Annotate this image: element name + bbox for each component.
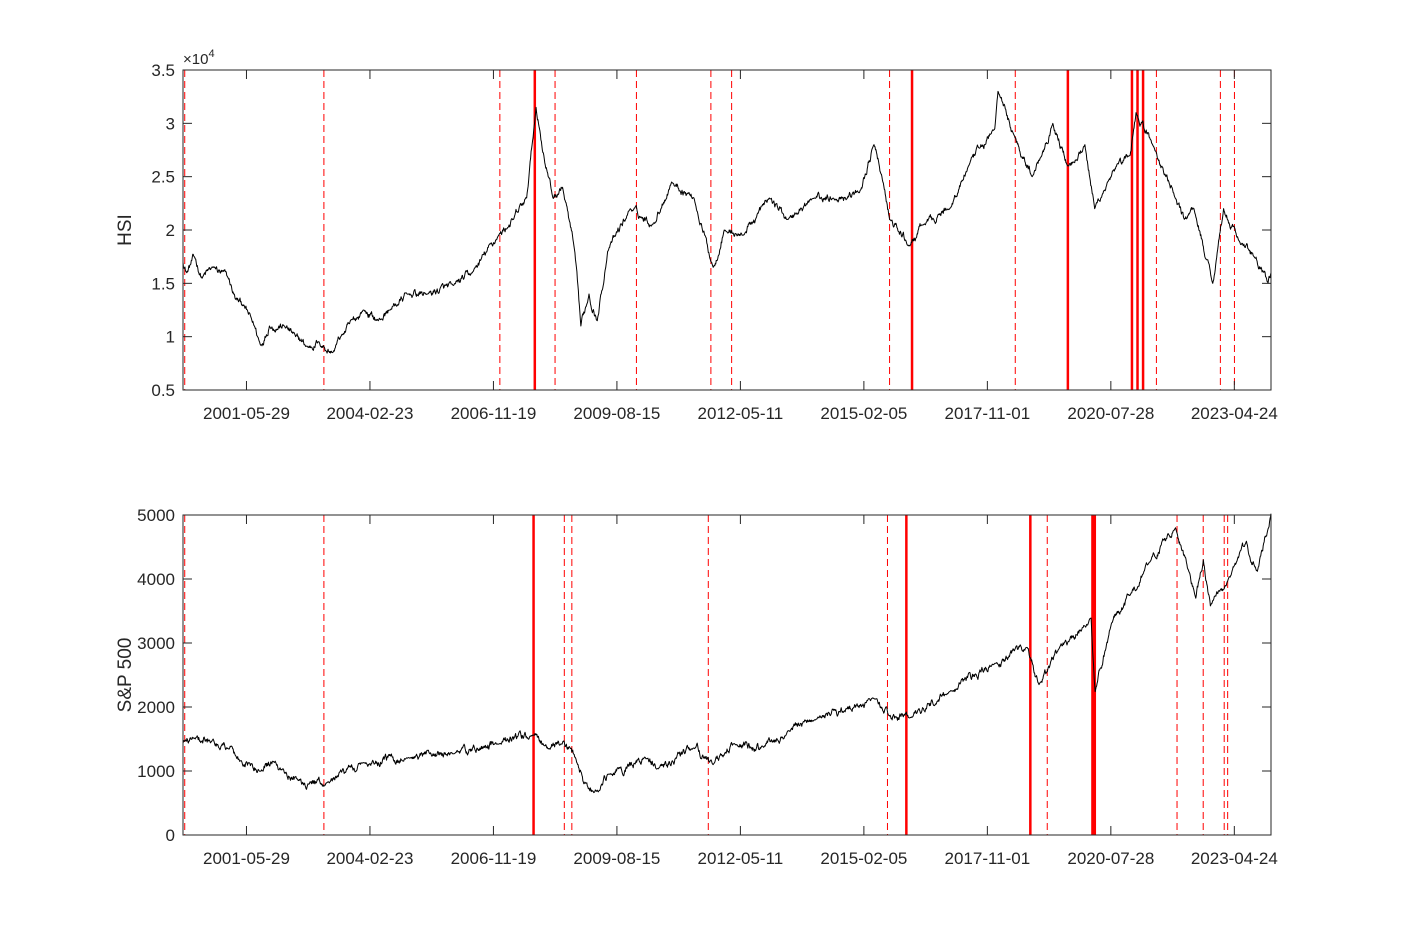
hsi-y-tick-label-3: 2 [166,221,175,240]
hsi-y-tick-label-1: 1 [166,328,175,347]
hsi-y-tick-label-0: 0.5 [151,381,175,400]
sp500-axes-frame [182,514,1272,836]
hsi-y-tick-label-6: 3.5 [151,61,175,80]
hsi-x-tick-label-8: 2023-04-24 [1191,404,1278,423]
sp500-x-tick-label-4: 2012-05-11 [698,849,784,868]
hsi-x-tick-label-0: 2001-05-29 [203,404,290,423]
hsi-series-line-0 [182,90,1272,354]
hsi-y-tick-label-2: 1.5 [151,274,175,293]
hsi-x-tick-label-1: 2004-02-23 [326,404,413,423]
hsi-x-tick-label-2: 2006-11-19 [451,404,537,423]
hsi-y-tick-label-5: 3 [166,114,175,133]
hsi-x-tick-label-7: 2020-07-28 [1067,404,1154,423]
sp500-y-tick-label-4: 4000 [137,570,175,589]
hsi-y-exponent-power: 4 [208,48,214,60]
sp500-x-tick-label-0: 2001-05-29 [203,849,290,868]
hsi-changepoints [184,70,1235,390]
sp500-y-tick-label-1: 1000 [137,762,175,781]
sp500-x-tick-label-2: 2006-11-19 [451,849,537,868]
hsi-y-ticks: 0.5 1 1.5 2 2.5 3 3.5 [151,61,1271,400]
hsi-x-tick-label-5: 2015-02-05 [820,404,907,423]
sp500-x-tick-label-1: 2004-02-23 [326,849,413,868]
sp500-chart: 0 1000 2000 3000 4000 5000 2001-05-29 2004-02-… [115,506,1278,868]
hsi-y-exponent-label: ×104 [183,48,215,68]
sp500-y-tick-label-0: 0 [166,826,175,845]
hsi-series [182,90,1272,354]
hsi-x-ticks: 2001-05-29 2004-02-23 2006-11-19 2009-08-15… [203,70,1278,423]
hsi-x-tick-label-3: 2009-08-15 [573,404,660,423]
hsi-y-axis-label: HSI [115,214,136,246]
hsi-y-tick-label-4: 2.5 [151,168,175,187]
sp500-x-tick-label-3: 2009-08-15 [573,849,660,868]
sp500-y-tick-label-5: 5000 [137,506,175,525]
hsi-x-tick-label-6: 2017-11-01 [945,404,1031,423]
sp500-y-ticks: 0 1000 2000 3000 4000 5000 [137,506,1271,845]
sp500-y-axis-label: S&P 500 [115,638,136,713]
sp500-y-tick-label-3: 3000 [137,634,175,653]
hsi-chart: 0.5 1 1.5 2 2.5 3 3.5 2001-05-29 2004-02-23 2006… [115,48,1278,423]
sp500-y-tick-label-2: 2000 [137,698,175,717]
sp500-x-tick-label-7: 2020-07-28 [1067,849,1154,868]
sp500-series [182,513,1272,794]
sp500-x-tick-label-8: 2023-04-24 [1191,849,1278,868]
hsi-x-tick-label-4: 2012-05-11 [698,404,784,423]
sp500-x-tick-label-5: 2015-02-05 [820,849,907,868]
hsi-y-exponent-base: ×10 [183,51,208,68]
sp500-changepoints [184,515,1229,835]
sp500-series-line-0 [182,513,1272,794]
sp500-x-ticks: 2001-05-29 2004-02-23 2006-11-19 2009-08-15… [203,515,1278,868]
sp500-x-tick-label-6: 2017-11-01 [945,849,1031,868]
